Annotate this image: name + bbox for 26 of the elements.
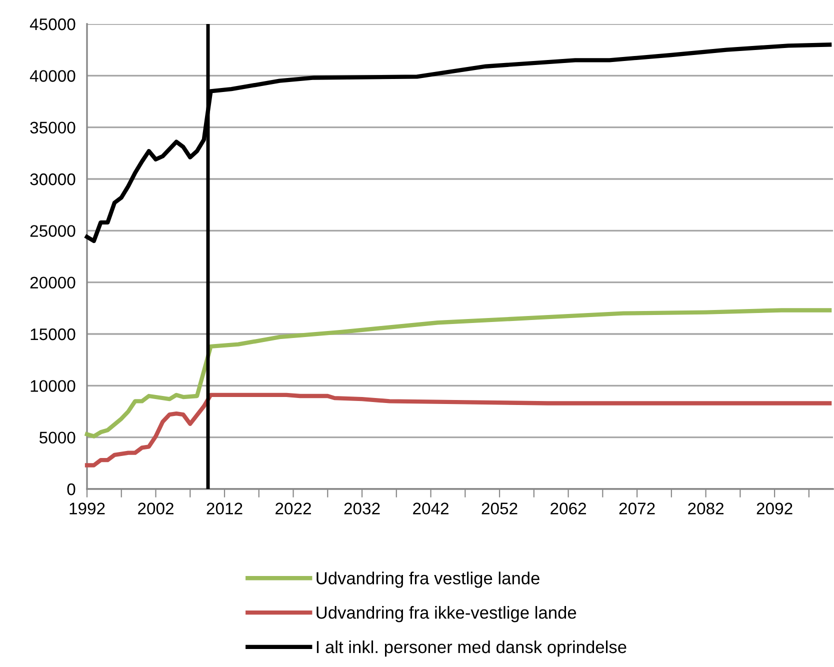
y-tick-label: 30000 (30, 173, 76, 186)
legend-label: Udvandring fra ikke-vestlige lande (316, 606, 576, 622)
y-tick-label: 25000 (30, 225, 76, 237)
x-tick-label: 2022 (276, 502, 311, 514)
y-tick-label: 0 (67, 483, 76, 496)
x-tick-label: 2082 (688, 502, 724, 514)
x-tick-label: 2012 (206, 502, 242, 514)
y-tick-label: 40000 (30, 70, 76, 82)
x-tick-label: 2042 (413, 502, 448, 514)
line-series (84, 308, 832, 438)
legend-label: I alt inkl. personer med dansk oprindelse (316, 640, 626, 657)
y-tick-label: 5000 (39, 432, 76, 444)
x-tick-label: 2002 (138, 502, 174, 514)
y-tick-label: 10000 (30, 380, 76, 392)
line-series (84, 392, 832, 468)
x-tick-label: 2052 (482, 502, 518, 514)
y-tick-label: 45000 (30, 18, 76, 30)
x-tick-label: 1992 (70, 502, 105, 514)
x-tick-label: 2032 (344, 502, 380, 514)
y-tick-label: 35000 (30, 122, 76, 134)
x-tick-label: 2092 (756, 502, 792, 514)
x-tick-label: 2062 (550, 502, 586, 514)
legend-label: Udvandring fra vestlige lande (316, 572, 540, 588)
y-tick-label: 15000 (30, 328, 76, 340)
y-tick-label: 20000 (30, 276, 76, 289)
x-tick-label: 2072 (619, 502, 655, 514)
